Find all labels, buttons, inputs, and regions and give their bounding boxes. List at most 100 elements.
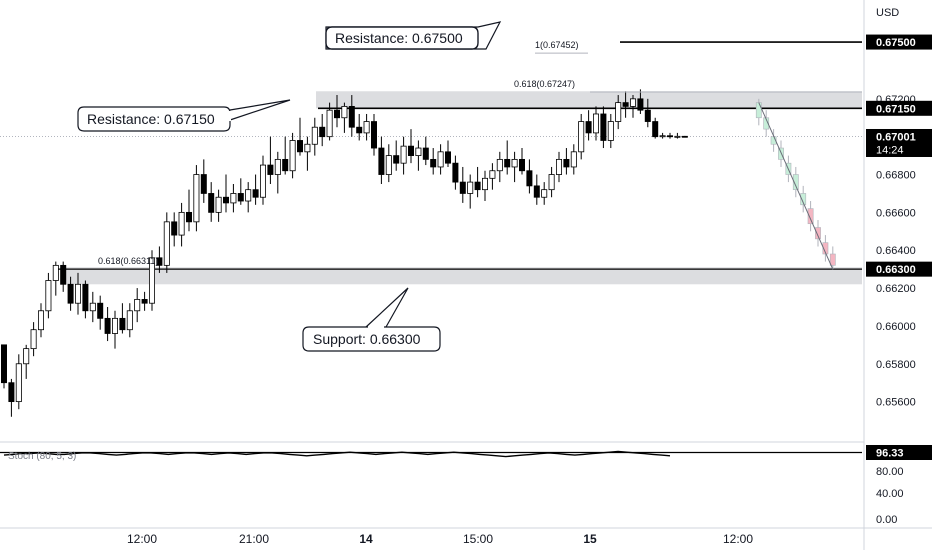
candle-body-down: [533, 185, 540, 198]
candle: [75, 272, 82, 315]
candle-body-down: [459, 181, 466, 194]
candle-body-up: [193, 174, 200, 223]
candle: [185, 189, 192, 232]
candle-body-up: [163, 221, 170, 266]
projection-body: [755, 102, 762, 119]
callout-resistance-67150: Resistance: 0.67150: [77, 99, 291, 132]
time-tick-label: 15: [583, 532, 597, 546]
candle-body-down: [97, 302, 104, 319]
projection-candle: [763, 110, 770, 137]
callout-support-66300-text: Support: 0.66300: [313, 331, 421, 347]
candle-body-up: [674, 135, 681, 138]
candle-body-up: [112, 317, 119, 334]
candle-body-up: [541, 189, 548, 198]
candle: [637, 89, 644, 114]
candle-body-up: [52, 264, 59, 281]
stoch-tag-bg: [866, 444, 932, 460]
candle: [200, 159, 207, 203]
candle-body-down: [600, 113, 607, 141]
fib-label: 1(0.67452): [535, 40, 579, 50]
candle: [267, 136, 274, 184]
candle: [452, 155, 459, 190]
candle-body-down: [637, 98, 644, 111]
candle: [504, 140, 511, 175]
candle-body-up: [570, 151, 577, 168]
price-tag: 0.67150: [866, 100, 932, 116]
candle-body-down: [0, 344, 7, 384]
candle-body-up: [274, 158, 281, 175]
candle: [363, 113, 370, 141]
candle-body-down: [222, 196, 229, 204]
currency-label: USD: [876, 7, 899, 19]
callout-resistance-67150-text: Resistance: 0.67150: [87, 111, 215, 127]
candle: [134, 288, 141, 323]
candle-body-up: [489, 170, 496, 179]
candle: [556, 151, 563, 183]
candle-body-down: [356, 126, 363, 134]
candle-body-down: [104, 317, 111, 334]
candle: [156, 246, 163, 273]
candle: [45, 272, 52, 319]
candle: [163, 212, 170, 273]
candle: [30, 322, 37, 357]
candle: [304, 136, 311, 171]
candle: [208, 182, 215, 222]
candle: [430, 148, 437, 175]
candle: [23, 344, 30, 379]
candle-body-up: [659, 135, 666, 138]
candle-body-up: [38, 310, 45, 331]
candle: [533, 174, 540, 205]
price-tag-label: 0.66300: [876, 264, 916, 276]
candle-body-down: [622, 102, 629, 107]
candle-body-down: [430, 158, 437, 168]
candle-body-up: [511, 158, 518, 168]
candle: [370, 113, 377, 156]
candle-body-down: [652, 121, 659, 138]
projection-candle: [822, 235, 829, 262]
candle-body-up: [341, 106, 348, 119]
projection-body: [807, 208, 814, 225]
candle: [593, 106, 600, 141]
candle-body-up: [259, 164, 266, 198]
candle-body-up: [481, 177, 488, 191]
candle-body-up: [178, 211, 185, 236]
candle-body-down: [407, 145, 414, 157]
candle-body-down: [82, 283, 89, 312]
candle: [348, 95, 355, 137]
candle: [82, 280, 89, 319]
candle-body-up: [75, 283, 82, 304]
candle: [148, 250, 155, 311]
price-tag-countdown: 14:24: [876, 144, 904, 156]
candle: [422, 136, 429, 166]
candle-body-up: [134, 299, 141, 312]
candle: [356, 113, 363, 141]
resistance-zone: [316, 91, 862, 109]
candle: [237, 178, 244, 205]
candle: [415, 140, 422, 171]
candle: [141, 291, 148, 311]
candle: [274, 151, 281, 194]
candle-body-down: [296, 140, 303, 153]
price-tag-label: 0.67001: [876, 131, 916, 143]
candle: [89, 291, 96, 323]
candle-body-up: [607, 121, 614, 141]
candle: [481, 170, 488, 202]
candle: [385, 144, 392, 183]
candle-body-up: [289, 140, 296, 172]
candle-body-down: [252, 189, 259, 198]
candle-body-down: [422, 147, 429, 160]
projection-candle: [807, 201, 814, 232]
candle-body-down: [474, 181, 481, 191]
candle-body-up: [304, 143, 311, 153]
candle: [378, 136, 385, 184]
candle-body-down: [644, 109, 651, 122]
price-tag-bg: [866, 100, 932, 116]
candle-body-up: [467, 181, 474, 194]
candle: [15, 354, 22, 410]
candle: [0, 344, 7, 389]
candle: [474, 166, 481, 198]
candle-body-up: [15, 363, 22, 403]
candle-body-up: [593, 113, 600, 134]
